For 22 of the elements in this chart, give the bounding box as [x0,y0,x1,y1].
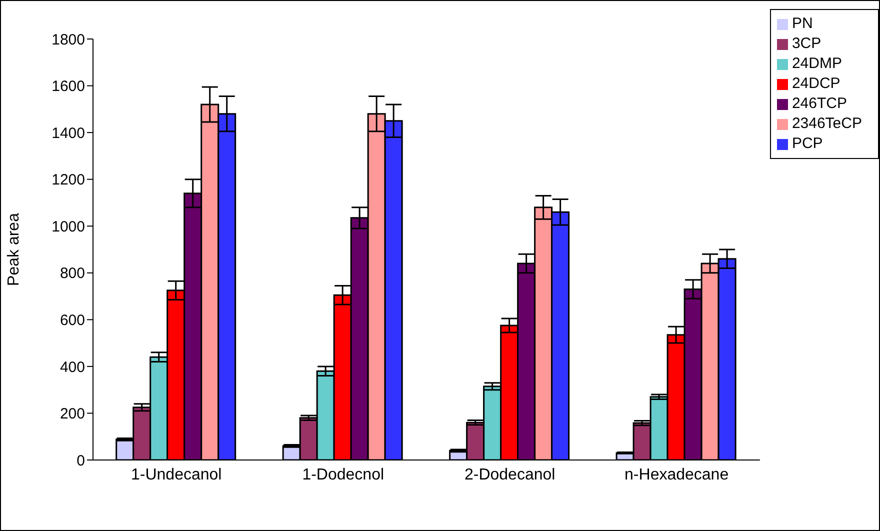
y-tick-label: 600 [60,312,85,329]
y-tick-label: 1200 [52,172,85,189]
y-tick-label: 0 [76,452,85,470]
y-tick-label: 1400 [52,124,85,142]
y-tick-label: 1800 [52,31,85,48]
legend-label: PCP [792,135,823,152]
legend-label: 2346TeCP [792,115,862,132]
legend-label: PN [792,15,813,32]
legend-label: 24DCP [792,75,840,92]
x-tick-label: 1-Dodecnol [302,466,384,484]
y-tick-label: 800 [60,265,85,282]
y-tick-label: 1000 [52,218,85,236]
x-tick-label: n-Hexadecane [624,466,729,484]
y-tick-label: 1600 [52,78,85,96]
legend-label: 3CP [792,35,822,52]
legend-label: 24DMP [792,55,842,72]
x-tick-label: 2-Dodecanol [464,466,556,484]
y-axis-title: Peak area [6,212,23,286]
x-tick-label: 1-Undecanol [131,466,222,484]
y-tick-label: 200 [60,406,85,423]
legend-label: 246TCP [792,95,847,112]
y-tick-label: 400 [60,358,85,376]
